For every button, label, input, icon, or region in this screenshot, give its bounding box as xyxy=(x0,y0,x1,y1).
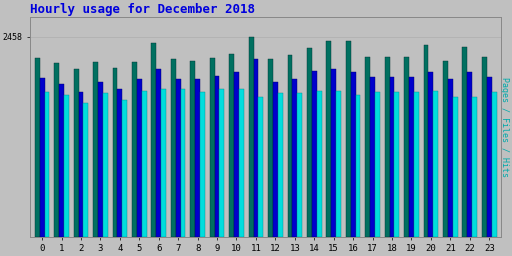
Bar xyxy=(365,57,370,237)
Bar xyxy=(336,91,341,237)
Bar xyxy=(414,92,419,237)
Bar xyxy=(39,78,45,237)
Bar xyxy=(83,103,88,237)
Bar xyxy=(390,77,394,237)
Bar xyxy=(176,79,181,237)
Bar xyxy=(234,72,239,237)
Bar xyxy=(370,77,375,237)
Bar xyxy=(448,79,453,237)
Bar xyxy=(429,72,433,237)
Y-axis label: Pages / Files / Hits: Pages / Files / Hits xyxy=(500,77,509,177)
Bar xyxy=(467,72,472,237)
Bar xyxy=(200,92,205,237)
Bar xyxy=(132,62,137,237)
Bar xyxy=(292,79,297,237)
Bar xyxy=(156,69,161,237)
Bar xyxy=(103,93,108,237)
Text: Hourly usage for December 2018: Hourly usage for December 2018 xyxy=(30,3,255,16)
Bar xyxy=(346,41,351,237)
Bar xyxy=(394,92,399,237)
Bar xyxy=(113,68,117,237)
Bar xyxy=(453,97,458,237)
Bar xyxy=(93,62,98,237)
Bar xyxy=(181,89,185,237)
Bar xyxy=(45,92,49,237)
Bar xyxy=(98,82,103,237)
Bar xyxy=(137,79,142,237)
Bar xyxy=(351,72,355,237)
Bar xyxy=(161,89,166,237)
Bar xyxy=(215,76,220,237)
Bar xyxy=(64,95,69,237)
Bar xyxy=(74,69,78,237)
Bar xyxy=(249,37,253,237)
Bar xyxy=(190,61,195,237)
Bar xyxy=(259,97,263,237)
Bar xyxy=(462,47,467,237)
Bar xyxy=(385,57,390,237)
Bar xyxy=(288,55,292,237)
Bar xyxy=(312,71,317,237)
Bar xyxy=(317,91,322,237)
Bar xyxy=(253,59,259,237)
Bar xyxy=(122,100,127,237)
Bar xyxy=(210,58,215,237)
Bar xyxy=(171,59,176,237)
Bar xyxy=(355,95,360,237)
Bar xyxy=(487,77,492,237)
Bar xyxy=(307,48,312,237)
Bar xyxy=(229,54,234,237)
Bar xyxy=(423,45,429,237)
Bar xyxy=(152,43,156,237)
Bar xyxy=(54,63,59,237)
Bar xyxy=(492,92,497,237)
Bar xyxy=(297,93,302,237)
Bar xyxy=(195,79,200,237)
Bar xyxy=(35,58,39,237)
Bar xyxy=(482,57,487,237)
Bar xyxy=(142,91,146,237)
Bar xyxy=(220,89,224,237)
Bar xyxy=(117,89,122,237)
Bar xyxy=(278,93,283,237)
Bar xyxy=(327,41,331,237)
Bar xyxy=(472,98,477,237)
Bar xyxy=(433,91,438,237)
Bar xyxy=(78,92,83,237)
Bar xyxy=(59,84,64,237)
Bar xyxy=(375,92,380,237)
Bar xyxy=(443,61,448,237)
Bar xyxy=(268,59,273,237)
Bar xyxy=(273,82,278,237)
Bar xyxy=(409,77,414,237)
Bar xyxy=(331,69,336,237)
Bar xyxy=(404,57,409,237)
Bar xyxy=(239,89,244,237)
